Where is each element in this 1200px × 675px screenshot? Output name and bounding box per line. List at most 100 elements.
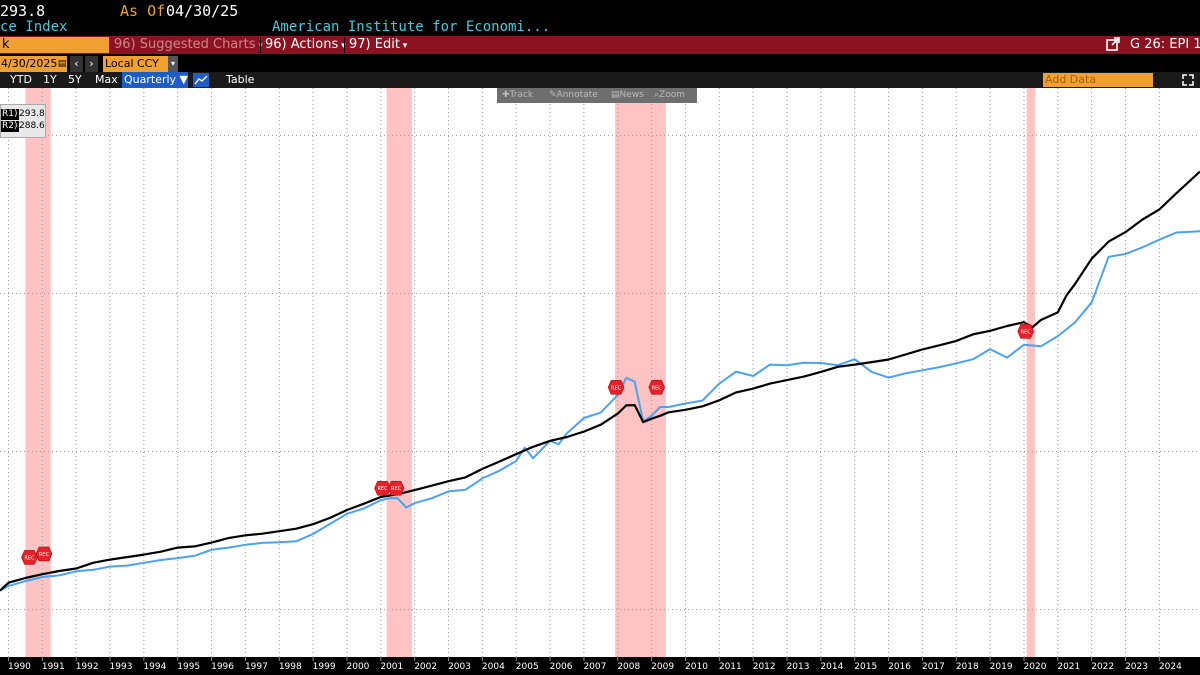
next-arrow-icon[interactable]: › (85, 56, 98, 72)
dropdown-arrow-icon: ▾ (338, 41, 346, 51)
add-data-field[interactable]: Add Data (1043, 73, 1153, 87)
legend-r1-value: 293.8 (19, 109, 45, 119)
as-of-label: As Of (120, 2, 166, 20)
x-tick-label: 2024 (1159, 662, 1182, 672)
x-tick-label: 1993 (110, 662, 133, 672)
date-currency-row: 4/30/2025 ▤ ‹ › Local CCY ▾ (0, 56, 1200, 72)
recession-band (1026, 88, 1036, 657)
x-tick-label: 2023 (1125, 662, 1148, 672)
x-tick-label: 2003 (448, 662, 471, 672)
menu-bar: k 96) Suggested Charts ▾ 96) Actions ▾ 9… (0, 36, 1200, 54)
rec-marker-badge (35, 546, 53, 562)
x-tick-label: 2002 (414, 662, 437, 672)
dropdown-arrow-icon: ▾ (399, 41, 408, 51)
expand-icon[interactable] (1180, 72, 1196, 88)
external-link-icon[interactable] (1106, 37, 1120, 53)
series-line-2 (0, 230, 1200, 592)
series-line-1 (0, 170, 1200, 592)
x-tick-label: 2010 (685, 662, 708, 672)
rec-marker-label: REC (39, 552, 50, 558)
x-tick-label: 2016 (888, 662, 911, 672)
x-tick-label: 2022 (1091, 662, 1114, 672)
rec-marker-badge (648, 380, 665, 395)
x-tick-label: 1992 (76, 662, 99, 672)
x-tick-label: 1991 (42, 662, 65, 672)
index-name: ce Index (0, 19, 68, 35)
suggested-charts-label: 96) Suggested Charts (114, 37, 256, 52)
rec-marker-label: REC (652, 385, 663, 391)
x-tick-label: 1994 (143, 662, 166, 672)
x-tick-label: 1999 (313, 662, 336, 672)
x-tick-label: 2000 (347, 662, 370, 672)
x-tick-label: 2020 (1024, 662, 1047, 672)
chart-id-label: G 26: EPI 1 (1130, 37, 1200, 52)
frequency-select[interactable]: Quarterly ▼ (122, 72, 188, 88)
rec-marker[interactable]: REC (21, 550, 38, 565)
news-button[interactable]: ▤ News (611, 88, 644, 103)
line-chart-icon[interactable] (193, 73, 209, 87)
edit-label: 97) Edit (349, 37, 400, 52)
ticker-field[interactable]: k (0, 37, 109, 53)
recession-band (25, 88, 51, 657)
actions-label: 96) Actions (265, 37, 339, 52)
news-label: News (619, 90, 644, 100)
zoom-button[interactable]: ⌕ Zoom (654, 88, 685, 103)
rec-marker[interactable]: REC (607, 380, 625, 395)
add-data-placeholder: Add Data (1045, 73, 1097, 86)
rec-marker-label: REC (1021, 329, 1032, 335)
x-tick-label: 1990 (8, 662, 31, 672)
x-tick-label: 2015 (854, 662, 877, 672)
rec-marker[interactable]: REC (1017, 324, 1034, 339)
rec-marker[interactable]: REC (35, 546, 53, 562)
x-tick-label: 2021 (1057, 662, 1080, 672)
period-max[interactable]: Max (95, 73, 118, 86)
rec-marker-badge (374, 480, 391, 496)
x-tick-label: 2018 (956, 662, 979, 672)
period-row: YTD 1Y 5Y Max Quarterly ▼ Table Add Data (0, 72, 1200, 88)
rec-marker-badge (607, 380, 625, 395)
legend-r1-code: R1) (1, 109, 19, 120)
actions-button[interactable]: 96) Actions ▾ (260, 37, 346, 53)
x-tick-label: 1995 (177, 662, 200, 672)
rec-marker-label: REC (391, 486, 402, 492)
rec-marker-label: REC (377, 486, 388, 492)
rec-marker[interactable]: REC (374, 480, 391, 496)
ticker-field-text: k (2, 37, 10, 52)
period-1y[interactable]: 1Y (43, 73, 57, 86)
end-date-field[interactable]: 4/30/2025 (0, 56, 57, 72)
annotate-button[interactable]: ✎ Annotate (549, 88, 598, 103)
rec-marker[interactable]: REC (387, 480, 405, 496)
x-tick-label: 2019 (990, 662, 1013, 672)
x-tick-label: 1996 (211, 662, 234, 672)
rec-marker[interactable]: REC (648, 380, 665, 395)
dropdown-arrow-icon: ▼ (176, 73, 189, 86)
calendar-icon[interactable]: ▤ (57, 56, 67, 72)
chart-toolbox: ✚ Track ✎ Annotate ▤ News ⌕ Zoom (497, 88, 697, 103)
table-button[interactable]: Table (226, 73, 255, 86)
edit-button[interactable]: 97) Edit ▾ (344, 37, 411, 53)
suggested-charts-button[interactable]: 96) Suggested Charts ▾ (110, 37, 263, 53)
x-tick-label: 2011 (719, 662, 742, 672)
chevron-down-icon[interactable]: ▾ (168, 56, 178, 72)
x-tick-label: 2005 (516, 662, 539, 672)
annotate-label: Annotate (556, 90, 598, 100)
as-of-date: 04/30/25 (166, 2, 239, 20)
x-tick-label: 2006 (550, 662, 573, 672)
plot-background (0, 88, 1200, 675)
x-tick-label: 2001 (380, 662, 403, 672)
track-button[interactable]: ✚ Track (502, 88, 533, 103)
chart-legend: R1) 293.8 R2) 288.6 (0, 104, 46, 138)
x-tick-label: 2004 (482, 662, 505, 672)
end-date-text: 4/30/2025 (1, 57, 58, 70)
x-tick-label: 2013 (787, 662, 810, 672)
period-5y[interactable]: 5Y (68, 73, 82, 86)
x-tick-label: 1998 (279, 662, 302, 672)
period-ytd[interactable]: YTD (10, 73, 32, 86)
currency-select[interactable]: Local CCY (103, 56, 169, 72)
previous-arrow-icon[interactable]: ‹ (70, 56, 83, 72)
legend-r2-value: 288.6 (19, 121, 45, 131)
x-tick-label: 2008 (617, 662, 640, 672)
zoom-label: Zoom (659, 90, 685, 100)
x-tick-label: 2007 (583, 662, 606, 672)
